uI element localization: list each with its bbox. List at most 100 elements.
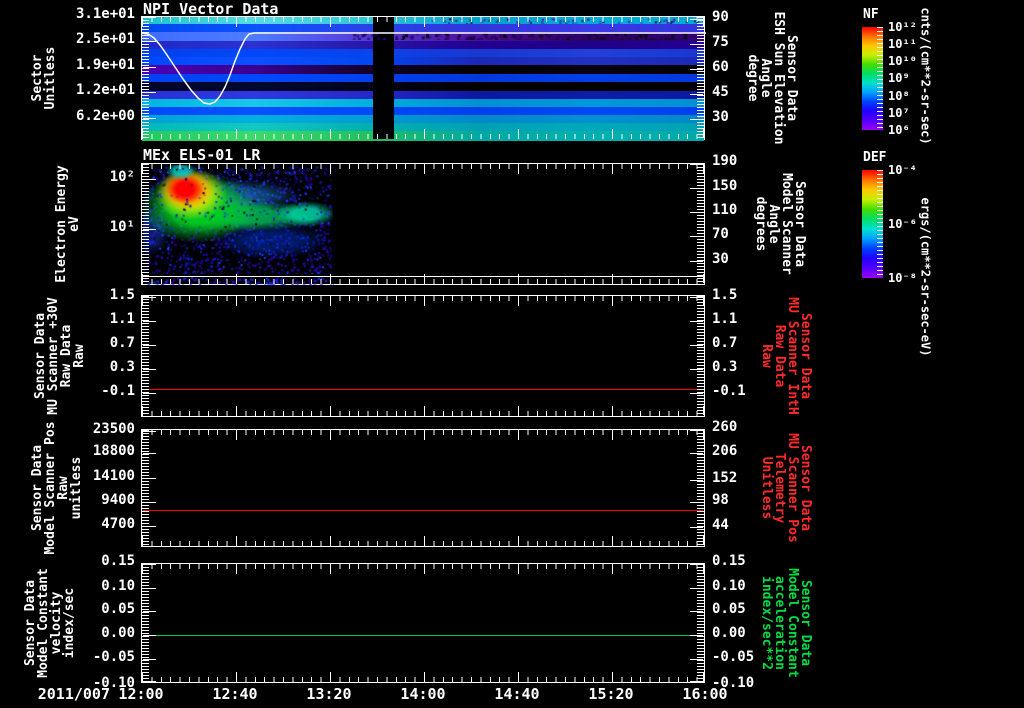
x-major-tick — [703, 165, 704, 174]
y-major-tick — [143, 297, 156, 298]
panel-mex-els — [141, 163, 705, 285]
x-major-tick — [236, 536, 237, 545]
y-tick-label-left: -0.05 — [71, 650, 135, 665]
x-minor-ticks-bottom — [142, 411, 704, 416]
y-major-tick — [143, 41, 156, 42]
y-tick-label-left: 6.2e+00 — [71, 109, 135, 124]
y-major-tick — [690, 564, 703, 565]
y-tick-label-right: 60 — [712, 60, 776, 75]
y-tick-label-right: 44 — [712, 518, 776, 533]
y-tick-label-right: 190 — [712, 154, 776, 169]
x-major-tick — [703, 274, 704, 283]
x-axis-tick-label: 15:20 — [571, 686, 651, 703]
y-major-tick — [143, 229, 156, 230]
y-tick-label-left: 0.00 — [71, 626, 135, 641]
panel-npi-vector-data — [141, 16, 705, 140]
x-minor-ticks-top — [142, 296, 704, 301]
y-tick-label-right: 0.15 — [712, 554, 776, 569]
x-major-tick — [142, 536, 143, 545]
panel-mu-scanner-30v — [141, 295, 705, 417]
x-major-tick — [703, 565, 704, 574]
x-axis-tick-label: 12:40 — [195, 686, 275, 703]
x-major-tick — [612, 536, 613, 545]
x-major-tick — [703, 672, 704, 681]
x-major-tick — [236, 672, 237, 681]
x-major-tick — [518, 297, 519, 306]
colorbar-nf-tick: 10⁷ — [888, 106, 910, 120]
x-major-tick — [142, 297, 143, 306]
y-tick-label-right: 30 — [712, 110, 776, 125]
y-major-tick — [143, 564, 156, 565]
x-major-tick — [612, 18, 613, 27]
x-major-tick — [330, 18, 331, 27]
panel-model-scanner-pos — [141, 429, 705, 547]
y-major-tick — [690, 321, 703, 322]
y-major-tick — [690, 430, 703, 431]
y-major-tick — [690, 480, 703, 481]
y-tick-label-left: 0.15 — [71, 554, 135, 569]
x-major-tick — [236, 565, 237, 574]
y-tick-label-left: 1.5 — [71, 288, 135, 303]
colorbar-def-label: DEF — [863, 150, 886, 165]
y-major-tick — [143, 502, 156, 503]
x-major-tick — [142, 672, 143, 681]
y-tick-label-left: -0.10 — [71, 676, 135, 691]
y-tick-label-right: -0.05 — [712, 650, 776, 665]
y-tick-label-left: 1.2e+01 — [71, 83, 135, 98]
x-minor-ticks-bottom — [142, 134, 704, 139]
y-major-tick — [690, 453, 703, 454]
y-tick-label-left: 0.7 — [71, 336, 135, 351]
x-major-tick — [236, 129, 237, 138]
y-tick-label-right: 90 — [712, 10, 776, 25]
x-major-tick — [518, 406, 519, 415]
y-major-tick — [690, 345, 703, 346]
x-axis-tick-label: 14:40 — [477, 686, 557, 703]
y-tick-label-right: 45 — [712, 85, 776, 100]
y-major-tick — [143, 179, 156, 180]
colorbar-def-tick: 10⁻⁴ — [888, 163, 917, 177]
data-series-line — [143, 510, 703, 511]
x-minor-ticks-top — [142, 564, 704, 569]
panel2-title: MEx ELS-01 LR — [143, 146, 260, 164]
y-major-tick — [690, 369, 703, 370]
y-tick-label-right: 0.3 — [712, 360, 776, 375]
colorbar-def — [862, 170, 883, 278]
x-minor-ticks-top — [142, 430, 704, 435]
y-major-tick — [690, 611, 703, 612]
colorbar-nf — [862, 27, 883, 130]
y-tick-label-right: 0.7 — [712, 336, 776, 351]
y-tick-label-left: 3.1e+01 — [71, 7, 135, 22]
y-major-tick — [690, 502, 703, 503]
y-major-tick — [143, 369, 156, 370]
x-major-tick — [518, 431, 519, 440]
y-major-tick — [143, 659, 156, 660]
sun-elevation-curve — [142, 17, 706, 141]
x-major-tick — [424, 431, 425, 440]
y-major-tick — [690, 393, 703, 394]
y-tick-label-left: 4700 — [71, 517, 135, 532]
x-major-tick — [424, 406, 425, 415]
panel1-left-axis-title: Sector Unitless — [31, 0, 57, 178]
x-major-tick — [236, 431, 237, 440]
x-major-tick — [330, 536, 331, 545]
y-tick-label-right: 98 — [712, 493, 776, 508]
y-tick-label-right: 0.05 — [712, 602, 776, 617]
colorbar-nf-label: NF — [863, 7, 879, 22]
y-major-tick — [143, 453, 156, 454]
x-major-tick — [142, 406, 143, 415]
y-major-tick — [690, 119, 703, 120]
x-major-tick — [703, 18, 704, 27]
x-major-tick — [424, 297, 425, 306]
x-major-tick — [612, 431, 613, 440]
y-major-tick — [690, 659, 703, 660]
x-major-tick — [612, 274, 613, 283]
x-major-tick — [142, 274, 143, 283]
y-tick-label-right: 70 — [712, 227, 776, 242]
x-major-tick — [330, 274, 331, 283]
x-axis-tick-label: 13:20 — [289, 686, 369, 703]
y-major-tick — [690, 19, 703, 20]
y-tick-label-left: 0.05 — [71, 602, 135, 617]
y-tick-label-right: 110 — [712, 203, 776, 218]
y-tick-label-left: 2.5e+01 — [71, 32, 135, 47]
y-tick-label-left: 9400 — [71, 493, 135, 508]
